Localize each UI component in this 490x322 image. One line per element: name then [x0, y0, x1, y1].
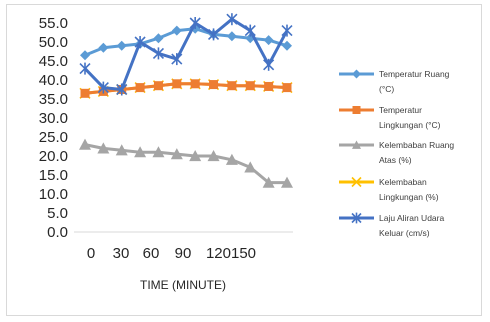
square-marker — [209, 80, 219, 90]
diamond-marker — [171, 25, 182, 36]
y-axis-ticks: 0.0 5.0 10.0 15.0 20.0 25.0 30.0 35.0 40.0 45.0 50… — [39, 15, 68, 241]
legend-item: Kelembaban Ruang Atas (%) — [339, 140, 454, 165]
y-tick-label: 40.0 — [39, 72, 68, 89]
square-marker — [245, 81, 255, 91]
x-tick-label: 120150 — [206, 245, 256, 262]
square-marker — [190, 79, 200, 89]
x-tick-label: 90 — [175, 245, 192, 262]
square-marker — [135, 83, 145, 93]
x-tick-label: 30 — [113, 245, 130, 262]
legend-label: Keluar (cm/s) — [379, 228, 430, 238]
legend-label: Temperatur — [379, 105, 422, 115]
legend-item: Temperatur Ruang (°C) — [339, 69, 450, 94]
diamond-marker — [226, 31, 237, 42]
x-marker — [351, 176, 362, 188]
triangle-marker — [97, 142, 110, 154]
square-marker — [264, 81, 274, 91]
diamond-marker — [116, 40, 127, 51]
diamond-marker — [352, 69, 361, 79]
legend: Temperatur Ruang (°C) Temperatur Lingkungan… — [339, 69, 454, 238]
triangle-marker — [262, 176, 275, 188]
diamond-marker — [153, 33, 164, 44]
x-tick-label: 0 — [87, 245, 95, 262]
legend-label: Kelembaban Ruang — [379, 140, 454, 150]
diamond-marker — [98, 42, 109, 53]
legend-label: Laju Aliran Udara — [379, 213, 444, 223]
line-chart: 0.0 5.0 10.0 15.0 20.0 25.0 30.0 35.0 40.0 45.0 50… — [39, 13, 454, 292]
y-tick-label: 5.0 — [47, 205, 68, 222]
x-axis-title: TIME (MINUTE) — [140, 278, 226, 292]
legend-label: Kelembaban — [379, 177, 427, 187]
legend-label: Lingkungan (°C) — [379, 120, 441, 130]
y-tick-label: 45.0 — [39, 53, 68, 70]
y-tick-label: 0.0 — [47, 224, 68, 241]
legend-label: (°C) — [379, 84, 394, 94]
y-tick-label: 55.0 — [39, 15, 68, 32]
legend-label: Atas (%) — [379, 155, 412, 165]
y-tick-label: 20.0 — [39, 148, 68, 165]
series-line — [84, 143, 287, 185]
legend-label: Lingkungan (%) — [379, 192, 439, 202]
legend-label: Temperatur Ruang — [379, 69, 450, 79]
square-marker — [352, 106, 361, 114]
series-line — [83, 17, 289, 91]
triangle-marker — [79, 138, 91, 150]
square-marker — [282, 83, 292, 93]
series-5 — [79, 13, 293, 96]
x-tick-label: 60 — [143, 245, 160, 262]
triangle-marker — [170, 148, 183, 160]
x-axis-ticks: 0 30 60 90 120150 — [87, 245, 256, 262]
triangle-marker — [152, 146, 165, 158]
triangle-marker — [225, 153, 238, 165]
y-tick-label: 30.0 — [39, 110, 68, 127]
triangle-marker — [189, 150, 202, 162]
square-marker — [227, 81, 237, 91]
y-tick-label: 25.0 — [39, 129, 68, 146]
legend-item: Temperatur Lingkungan (°C) — [339, 105, 441, 130]
diamond-marker — [263, 35, 274, 46]
diamond-marker — [282, 40, 292, 51]
plot-area — [79, 13, 293, 188]
triangle-marker — [281, 176, 293, 188]
y-tick-label: 50.0 — [39, 34, 68, 51]
triangle-marker — [134, 146, 147, 158]
triangle-marker — [244, 161, 257, 173]
triangle-marker — [352, 140, 361, 149]
square-marker — [172, 79, 182, 89]
legend-item: Laju Aliran Udara Keluar (cm/s) — [339, 212, 444, 238]
diamond-marker — [80, 50, 90, 61]
series-3 — [79, 138, 293, 188]
square-marker — [153, 81, 163, 91]
legend-item: Kelembaban Lingkungan (%) — [339, 176, 439, 202]
y-tick-label: 10.0 — [39, 186, 68, 203]
square-marker — [80, 88, 90, 98]
y-tick-label: 35.0 — [39, 91, 68, 108]
triangle-marker — [115, 144, 128, 156]
chart-frame: 0.0 5.0 10.0 15.0 20.0 25.0 30.0 35.0 40.0 45.0 50… — [6, 4, 482, 316]
triangle-marker — [207, 150, 220, 162]
y-tick-label: 15.0 — [39, 167, 68, 184]
